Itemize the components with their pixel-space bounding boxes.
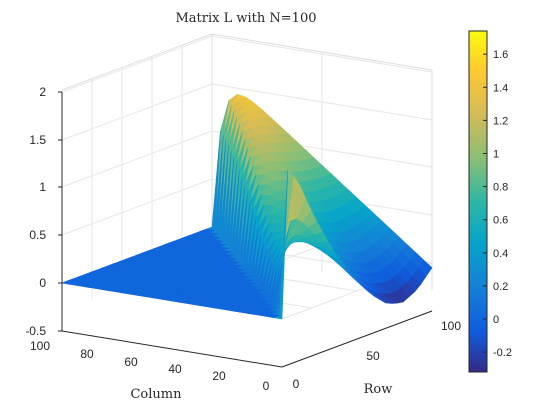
- chart-title: Matrix L with N=100: [176, 11, 317, 26]
- x-tick-label: 80: [80, 347, 94, 361]
- x-axis-label: Column: [130, 387, 182, 402]
- axis-ticks: 2 1.5 1 0.5 0 -0.5 100 80 60 40 20 0 0 5…: [25, 85, 461, 393]
- z-tick-label: 1.5: [29, 133, 46, 147]
- x-tick-label: 40: [168, 362, 182, 376]
- y-axis-line: [281, 310, 433, 368]
- x-tick-label: 20: [212, 369, 226, 383]
- y-tick-label: 0: [293, 377, 300, 391]
- z-tick-label: -0.5: [25, 324, 46, 338]
- z-tick-label: 1: [39, 180, 46, 194]
- x-axis-line: [61, 330, 283, 368]
- x-tick-label: 100: [30, 339, 50, 353]
- colorbar-tick-label: 1.6: [493, 49, 508, 61]
- z-tick-label: 0: [39, 276, 46, 290]
- colorbar-tick-label: 0.4: [493, 248, 508, 260]
- colorbar-tick-label: 0.6: [493, 215, 508, 227]
- colorbar-gradient: [468, 30, 488, 373]
- y-tick-label: 50: [366, 349, 380, 363]
- x-tick-label: 0: [263, 379, 270, 393]
- colorbar-tick-label: -0.2: [493, 347, 512, 359]
- colorbar: -0.2 0 0.2 0.4 0.6 0.8 1 1.2 1.4 1.6: [468, 30, 512, 373]
- colorbar-tick-label: 0: [493, 314, 499, 326]
- surface-mesh: [60, 94, 433, 320]
- z-tick-label: 2: [39, 85, 46, 99]
- colorbar-tick-label: 1.4: [493, 82, 508, 94]
- surface-patch: [60, 280, 78, 285]
- axes: [61, 92, 433, 368]
- z-tick-label: 0.5: [29, 228, 46, 242]
- colorbar-tick-label: 0.8: [493, 182, 508, 194]
- y-axis-label: Row: [364, 382, 393, 397]
- x-tick-label: 60: [124, 355, 138, 369]
- y-tick-label: 100: [441, 319, 461, 333]
- colorbar-tick-label: 1.2: [493, 115, 508, 127]
- colorbar-ticks: -0.2 0 0.2 0.4 0.6 0.8 1 1.2 1.4 1.6: [483, 49, 512, 359]
- colorbar-tick-label: 0.2: [493, 281, 508, 293]
- colorbar-tick-label: 1: [493, 148, 499, 160]
